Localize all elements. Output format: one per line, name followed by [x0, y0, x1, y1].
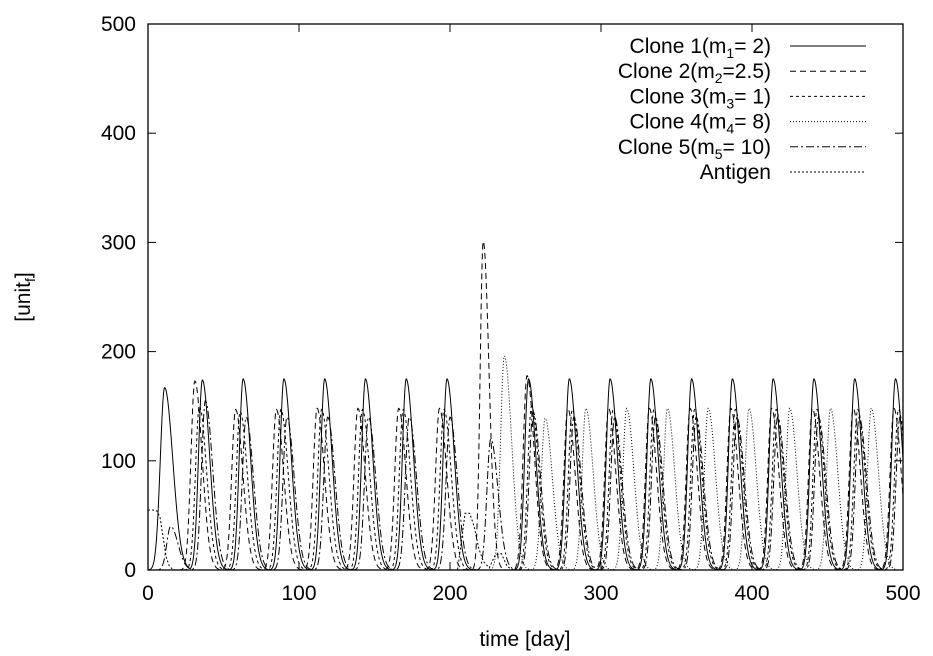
x-tick-label: 400 [734, 582, 769, 605]
legend: Clone 1(m1= 2)Clone 2(m2=2.5)Clone 3(m3=… [618, 35, 866, 184]
legend-label-5: Clone 5(m5= 10) [618, 136, 771, 162]
x-tick-label: 500 [885, 582, 920, 605]
series-line-4 [148, 355, 903, 570]
y-tick-label: 200 [101, 341, 136, 364]
plot-area [148, 239, 903, 570]
series-line-6 [148, 509, 903, 570]
axis-ticks: 0 100 200 300 400 500 0 100 200 300 400 500 [101, 13, 921, 605]
legend-label-6: Antigen [700, 161, 771, 184]
legend-label-4: Clone 4(m4= 8) [630, 111, 771, 137]
x-axis-title: time [day] [479, 628, 570, 651]
legend-label-1: Clone 1(m1= 2) [630, 35, 771, 61]
y-tick-label: 100 [101, 450, 136, 473]
x-tick-label: 200 [432, 582, 467, 605]
series-line-1 [148, 378, 903, 570]
y-axis-title-main: [unit [12, 282, 35, 322]
legend-label-2: Clone 2(m2=2.5) [618, 60, 771, 86]
y-tick-label: 300 [101, 231, 136, 254]
y-tick-label: 0 [124, 559, 136, 582]
plot-frame [147, 23, 904, 571]
x-tick-label: 0 [142, 582, 154, 605]
x-tick-label: 100 [281, 582, 316, 605]
y-axis-title-sub: f [22, 278, 38, 282]
legend-label-3: Clone 3(m3= 1) [630, 85, 771, 111]
series-layer [148, 239, 903, 570]
y-axis-title-tail: ] [12, 272, 35, 278]
x-tick-label: 300 [583, 582, 618, 605]
y-tick-label: 500 [101, 13, 136, 36]
y-tick-label: 400 [101, 122, 136, 145]
svg-text:[unitf]: [unitf] [12, 272, 38, 321]
y-axis-title: [unitf] [12, 272, 38, 321]
